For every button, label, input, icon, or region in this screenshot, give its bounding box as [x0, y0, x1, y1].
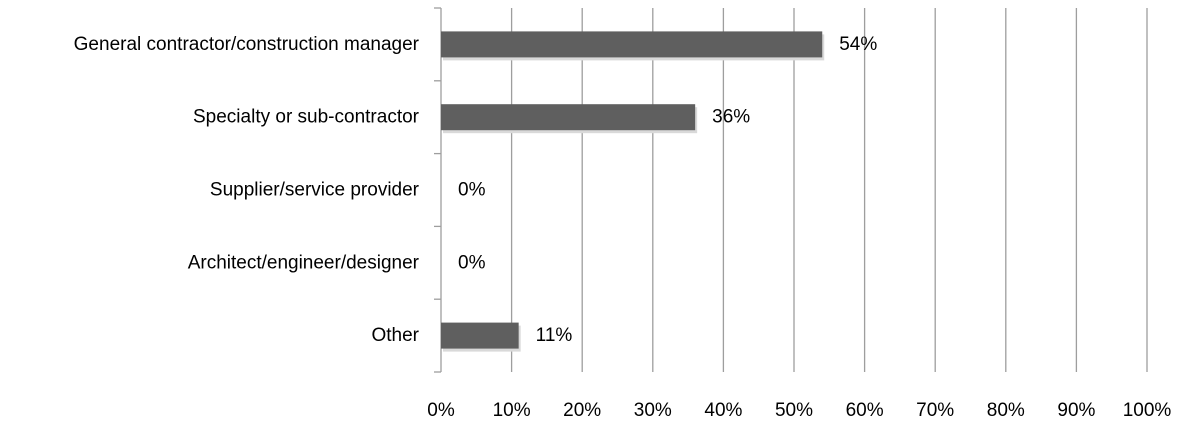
- category-label-2: Specialty or sub-contractor: [193, 107, 420, 128]
- data-label-2: 36%: [712, 107, 750, 128]
- data-label-4: 0%: [458, 252, 486, 273]
- x-tick-label: 20%: [563, 400, 601, 421]
- bar-1: [441, 31, 823, 58]
- x-tick-label: 30%: [634, 400, 672, 421]
- x-tick-label: 60%: [846, 400, 884, 421]
- x-tick-label: 40%: [704, 400, 742, 421]
- x-tick-label: 100%: [1123, 400, 1172, 421]
- data-label-3: 0%: [458, 180, 486, 201]
- bar-2: [441, 104, 696, 131]
- category-label-4: Architect/engineer/designer: [188, 252, 420, 273]
- category-axis: [434, 7, 442, 373]
- x-tick-label: 50%: [775, 400, 813, 421]
- x-tick-label: 80%: [987, 400, 1025, 421]
- x-tick-label: 90%: [1057, 400, 1095, 421]
- gridlines: [510, 8, 1148, 372]
- data-label-5: 11%: [536, 325, 573, 346]
- x-tick-labels: 0% 10% 20% 30% 40% 50% 60% 70% 80% 90% 100%: [427, 400, 1171, 421]
- data-label-1: 54%: [839, 34, 877, 55]
- x-tick-label: 0%: [427, 400, 455, 421]
- category-label-3: Supplier/service provider: [210, 180, 420, 201]
- x-tick-label: 10%: [493, 400, 531, 421]
- category-labels: General contractor/construction manager S…: [74, 34, 420, 346]
- category-label-5: Other: [371, 325, 419, 346]
- x-tick-label: 70%: [916, 400, 954, 421]
- data-labels: 54% 36% 0% 0% 11%: [458, 34, 877, 346]
- bar-5: [441, 322, 519, 349]
- category-label-1: General contractor/construction manager: [74, 34, 420, 55]
- bars: [441, 31, 825, 352]
